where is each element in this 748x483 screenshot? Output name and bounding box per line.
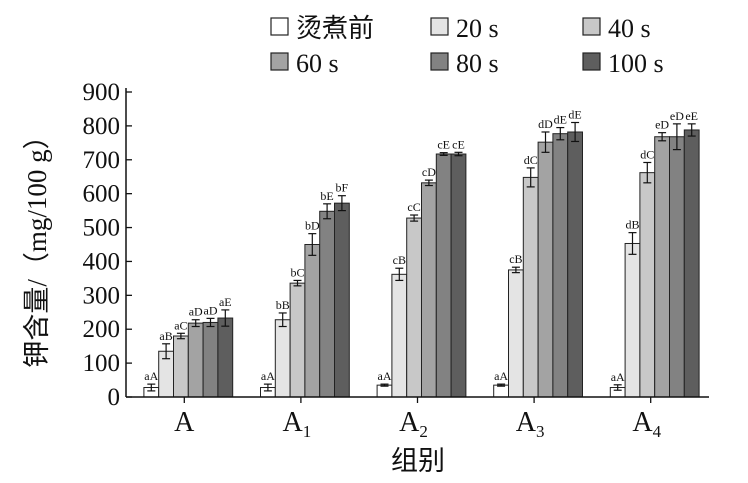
data-label: aA [144, 369, 158, 383]
legend-label: 100 s [608, 49, 664, 78]
data-label: bF [336, 181, 349, 195]
data-label: dC [640, 147, 654, 161]
bar [493, 384, 510, 398]
legend: 烫煮前 20 s 40 s 60 s 80 s 100 s [270, 14, 664, 78]
data-label: dE [568, 108, 581, 122]
data-label: dC [524, 153, 538, 167]
x-tick-label: A1 [283, 407, 312, 441]
bar [376, 384, 393, 398]
data-label: aD [189, 305, 203, 319]
axes: 0 100 200 300 400 500 600 700 800 900 A A1 A2 A3 A4 [83, 79, 709, 441]
bar [202, 321, 219, 398]
legend-swatch [582, 52, 601, 71]
legend-swatch [430, 52, 449, 71]
bar [391, 273, 408, 398]
y-tick-label: 700 [83, 147, 121, 174]
legend-label: 60 s [296, 49, 339, 78]
y-tick-label: 300 [83, 282, 121, 309]
data-label: aA [494, 369, 508, 383]
x-tick-label: A [174, 407, 195, 438]
bar [187, 322, 204, 398]
data-label: eE [685, 109, 698, 123]
bar [217, 317, 234, 398]
bar [567, 131, 584, 398]
bar [639, 172, 656, 398]
legend-swatch [430, 17, 449, 36]
data-label: dD [538, 117, 553, 131]
bar [537, 141, 554, 398]
y-tick-label: 200 [83, 316, 121, 343]
bar [334, 202, 350, 398]
y-tick-label: 0 [108, 384, 121, 411]
legend-swatch [270, 52, 289, 71]
y-tick-label: 900 [83, 79, 121, 106]
data-label: aE [219, 295, 232, 309]
bar [669, 136, 685, 398]
bar [173, 335, 189, 398]
data-label: cD [422, 165, 436, 179]
data-label: cC [407, 200, 420, 214]
bar [304, 244, 321, 398]
bar [522, 176, 539, 398]
y-tick-label: 500 [83, 215, 121, 242]
data-label: bE [320, 189, 333, 203]
legend-label: 80 s [456, 49, 499, 78]
bar [450, 153, 467, 398]
legend-label: 40 s [608, 14, 651, 43]
data-label: cB [509, 252, 522, 266]
data-label: cE [437, 138, 450, 152]
bar [274, 319, 291, 398]
bar [552, 133, 569, 398]
data-label: eD [655, 118, 669, 132]
legend-label: 20 s [456, 14, 499, 43]
data-label: eD [670, 109, 684, 123]
legend-swatch [582, 17, 601, 36]
data-label: aB [159, 329, 172, 343]
bar [624, 242, 641, 398]
bar [319, 210, 336, 398]
bar [289, 282, 306, 398]
data-label: bC [290, 265, 304, 279]
data-label: aA [378, 369, 392, 383]
legend-swatch [270, 17, 289, 36]
bar [421, 182, 437, 398]
y-tick-label: 800 [83, 113, 121, 140]
data-label: cB [393, 253, 406, 267]
bar [683, 129, 700, 398]
y-tick-label: 100 [83, 350, 121, 377]
x-tick-label: A4 [632, 407, 661, 441]
data-label: bB [276, 298, 290, 312]
y-tick-label: 400 [83, 248, 121, 275]
x-tick-label: A2 [399, 407, 428, 441]
bar [654, 136, 671, 398]
y-axis-title: 钾含量/（mg/100 g） [22, 122, 52, 367]
x-axis-title: 组别 [391, 446, 445, 476]
x-tick-label: A3 [516, 407, 545, 441]
data-label: bD [305, 219, 320, 233]
bar [406, 217, 423, 398]
data-label: aA [261, 369, 275, 383]
bar [435, 153, 452, 398]
legend-label: 烫煮前 [296, 14, 374, 43]
bar [508, 269, 524, 398]
data-label: dE [554, 113, 567, 127]
data-label: aC [174, 318, 187, 332]
data-label: cE [452, 137, 465, 151]
y-tick-label: 600 [83, 181, 121, 208]
data-label: aA [611, 370, 625, 384]
data-label: aD [204, 303, 218, 317]
data-label: dB [625, 218, 639, 232]
